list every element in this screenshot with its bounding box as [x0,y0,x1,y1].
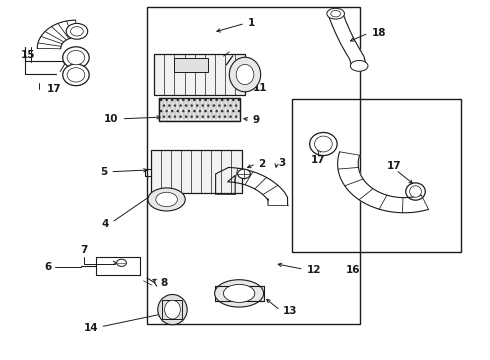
Ellipse shape [148,188,185,211]
Ellipse shape [117,259,126,266]
Ellipse shape [410,186,421,197]
Text: 14: 14 [83,323,98,333]
Polygon shape [216,167,288,206]
Bar [159,98,240,121]
Text: 7: 7 [80,244,88,255]
Ellipse shape [158,294,187,325]
Text: 9: 9 [252,114,260,125]
Ellipse shape [238,169,250,179]
Text: 13: 13 [283,306,298,316]
Bar [174,58,208,72]
Ellipse shape [327,8,344,19]
Text: 3: 3 [278,158,286,168]
Text: 17: 17 [387,161,402,171]
Text: 10: 10 [104,114,119,124]
Bar [154,54,245,95]
Text: 11: 11 [252,83,267,93]
Ellipse shape [229,57,261,92]
Text: 2: 2 [258,159,266,169]
Text: 12: 12 [307,265,321,275]
Text: 6: 6 [44,262,51,272]
Polygon shape [37,20,76,49]
Ellipse shape [350,60,368,71]
Bar [151,150,242,193]
Ellipse shape [67,50,85,65]
Polygon shape [329,13,366,66]
Ellipse shape [67,68,85,82]
Text: 4: 4 [101,219,109,229]
Text: 17: 17 [47,84,61,94]
Ellipse shape [66,23,88,39]
Ellipse shape [215,280,264,307]
Ellipse shape [315,136,332,152]
Text: 8: 8 [161,278,168,288]
Bar [147,7,360,324]
Ellipse shape [223,284,255,302]
Ellipse shape [331,10,341,17]
Bar [162,300,182,319]
Ellipse shape [236,64,254,85]
Text: 18: 18 [371,28,386,38]
Text: 16: 16 [345,265,360,275]
Text: 1: 1 [247,18,255,28]
Polygon shape [338,152,429,213]
Bar [292,99,461,252]
Text: 15: 15 [21,50,35,60]
Ellipse shape [165,300,180,319]
Text: 5: 5 [100,167,108,177]
Text: 17: 17 [311,155,326,165]
Bar [215,286,264,301]
Ellipse shape [63,47,89,68]
Ellipse shape [63,64,89,86]
Ellipse shape [156,192,177,207]
Bar [159,98,240,121]
Ellipse shape [71,27,83,36]
